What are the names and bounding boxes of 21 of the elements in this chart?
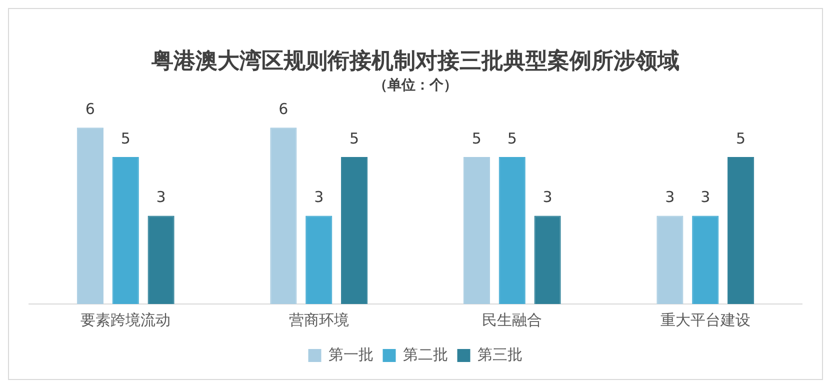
chart-title: 粤港澳大湾区规则衔接机制对接三批典型案例所涉领域 (150, 48, 680, 74)
data-label: 5 (736, 129, 746, 148)
data-label: 3 (542, 188, 552, 206)
data-label: 5 (120, 129, 130, 148)
x-tick-label: 营商环境 (288, 310, 349, 329)
data-label: 5 (472, 129, 482, 148)
data-label: 5 (507, 129, 517, 148)
x-tick-label: 要素跨境流动 (80, 310, 171, 329)
x-tick-label: 民生融合 (482, 310, 542, 329)
data-label: 3 (314, 188, 324, 206)
x-tick-label: 重大平台建设 (660, 310, 750, 329)
data-label: 6 (85, 100, 95, 118)
data-label: 3 (665, 188, 675, 206)
legend-label: 第三批 (477, 345, 522, 364)
data-label: 6 (278, 100, 288, 118)
data-label: 5 (350, 129, 360, 148)
legend-label: 第二批 (402, 345, 448, 364)
data-label: 3 (700, 188, 710, 206)
data-label: 3 (156, 188, 166, 206)
chart-subtitle: （单位：个） (374, 77, 458, 94)
legend-label: 第一批 (328, 345, 374, 364)
